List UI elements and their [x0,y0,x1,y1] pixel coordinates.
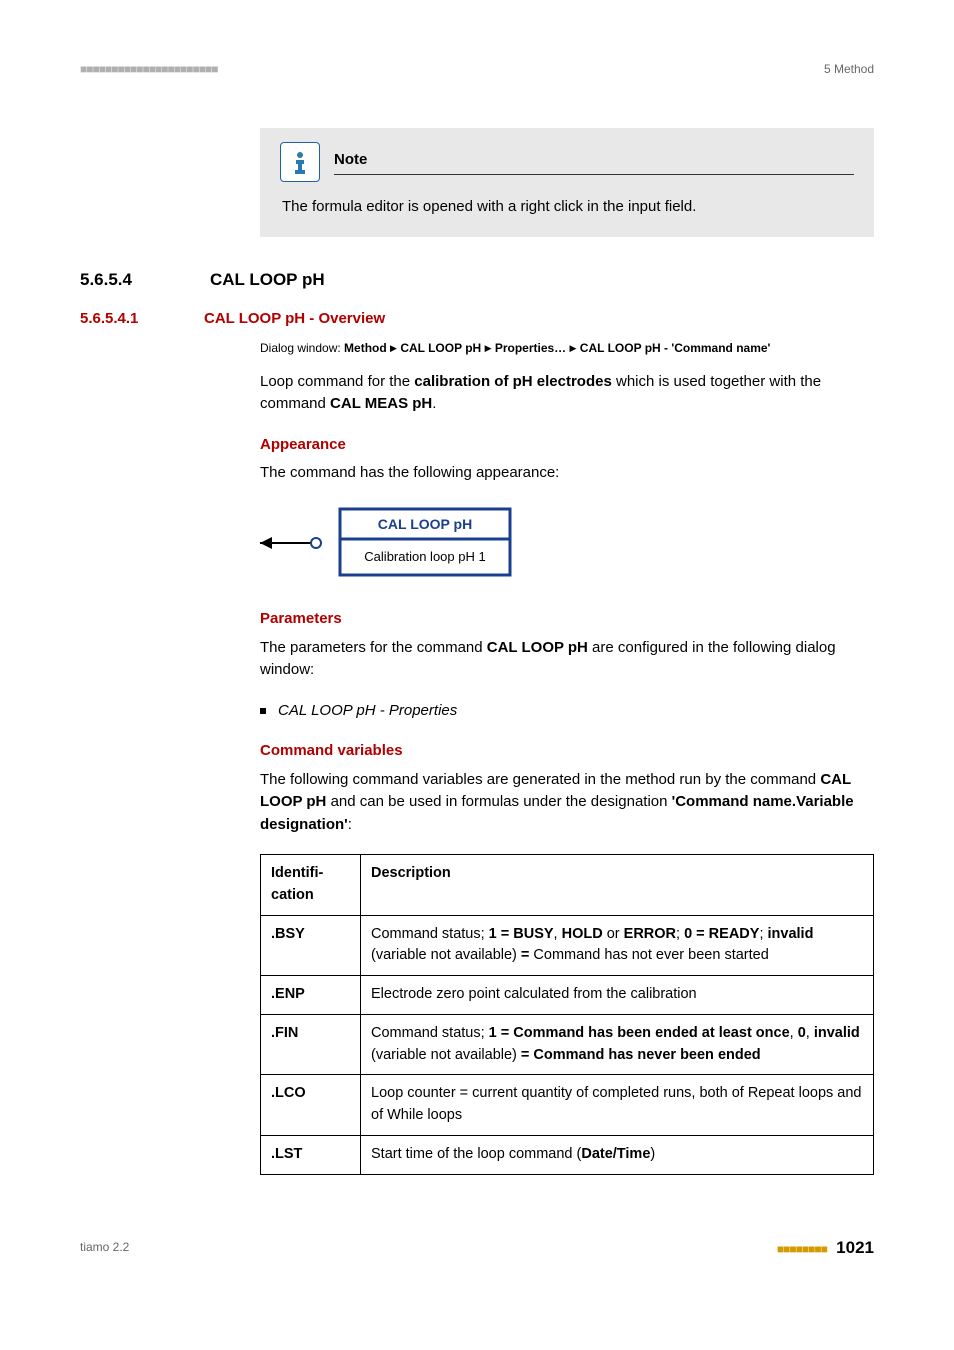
info-icon [280,142,320,182]
note-head: Note [280,142,854,182]
table-row: .ENP Electrode zero point calculated fro… [261,976,874,1015]
footer-product: tiamo 2.2 [80,1238,129,1256]
var-desc: Command status; 1 = Command has been end… [361,1014,874,1075]
cmdvars-text: The following command variables are gene… [260,769,874,837]
breadcrumb-sep-icon: ▶ [570,343,577,353]
header-dashes: ■■■■■■■■■■■■■■■■■■■■■■ [80,60,217,78]
footer-dashes: ■■■■■■■■ [777,1242,827,1256]
section-title: CAL LOOP pH [210,267,325,293]
dialog-p2: CAL LOOP pH [400,341,481,355]
dialog-prefix: Dialog window: [260,341,344,355]
footer-page-number: 1021 [836,1238,874,1257]
command-variables-table: Identifi­cation Description .BSY Command… [260,854,874,1175]
header-chapter: 5 Method [824,60,874,78]
var-desc: Electrode zero point calculated from the… [361,976,874,1015]
dialog-p4: CAL LOOP pH - 'Command name' [580,341,771,355]
section-number: 5.6.5.4 [80,267,180,293]
col-description: Description [361,855,874,916]
cmdvars-t1: The following command variables are gene… [260,771,820,788]
intro-b2: CAL MEAS pH [330,395,432,412]
fig-title: CAL LOOP pH [378,516,472,532]
bullet-icon [260,708,266,714]
cmdvars-heading: Command variables [260,740,874,763]
note-title: Note [334,149,854,175]
subsection-number: 5.6.5.4.1 [80,308,180,331]
dialog-path: Dialog window: Method ▶ CAL LOOP pH ▶ Pr… [260,339,874,357]
intro-t3: . [432,395,436,412]
footer-right: ■■■■■■■■ 1021 [777,1235,874,1261]
subsection-heading: 5.6.5.4.1 CAL LOOP pH - Overview [80,308,874,331]
var-id: .LCO [261,1075,361,1136]
dialog-p3: Properties… [495,341,566,355]
table-row: .LCO Loop counter = current quantity of … [261,1075,874,1136]
cmdvars-t3: : [348,816,352,833]
var-desc: Start time of the loop command (Date/Tim… [361,1135,874,1174]
intro-b1: calibration of pH electrodes [414,373,612,390]
dialog-p1: Method [344,341,387,355]
var-id: .FIN [261,1014,361,1075]
appearance-text: The command has the following appearance… [260,462,874,485]
var-id: .ENP [261,976,361,1015]
appearance-heading: Appearance [260,434,874,457]
cmdvars-t2: and can be used in formulas under the de… [326,793,671,810]
command-appearance-figure: CAL LOOP pH Calibration loop pH 1 [260,503,874,591]
content-area: Dialog window: Method ▶ CAL LOOP pH ▶ Pr… [260,339,874,1175]
fig-sub: Calibration loop pH 1 [364,549,485,564]
note-box: Note The formula editor is opened with a… [260,128,874,237]
table-row: .BSY Command status; 1 = BUSY, HOLD or E… [261,915,874,976]
var-id: .LST [261,1135,361,1174]
parameters-text: The parameters for the command CAL LOOP … [260,637,874,682]
var-desc: Command status; 1 = BUSY, HOLD or ERROR;… [361,915,874,976]
var-id: .BSY [261,915,361,976]
parameters-bullet: CAL LOOP pH - Properties [260,700,874,723]
subsection-title: CAL LOOP pH - Overview [204,308,385,331]
parameters-heading: Parameters [260,608,874,631]
var-desc: Loop counter = current quantity of compl… [361,1075,874,1136]
intro-t1: Loop command for the [260,373,414,390]
parameters-t1: The parameters for the command [260,639,487,656]
intro-paragraph: Loop command for the calibration of pH e… [260,371,874,416]
section-heading: 5.6.5.4 CAL LOOP pH [80,267,874,293]
table-row: .LST Start time of the loop command (Dat… [261,1135,874,1174]
note-body: The formula editor is opened with a righ… [282,196,854,219]
parameters-b1: CAL LOOP pH [487,639,588,656]
table-header-row: Identifi­cation Description [261,855,874,916]
parameters-bullet-text: CAL LOOP pH - Properties [278,700,457,723]
col-identification: Identifi­cation [261,855,361,916]
breadcrumb-sep-icon: ▶ [485,343,492,353]
breadcrumb-sep-icon: ▶ [390,343,397,353]
page-header: ■■■■■■■■■■■■■■■■■■■■■■ 5 Method [80,60,874,78]
table-row: .FIN Command status; 1 = Command has bee… [261,1014,874,1075]
page-footer: tiamo 2.2 ■■■■■■■■ 1021 [80,1235,874,1261]
